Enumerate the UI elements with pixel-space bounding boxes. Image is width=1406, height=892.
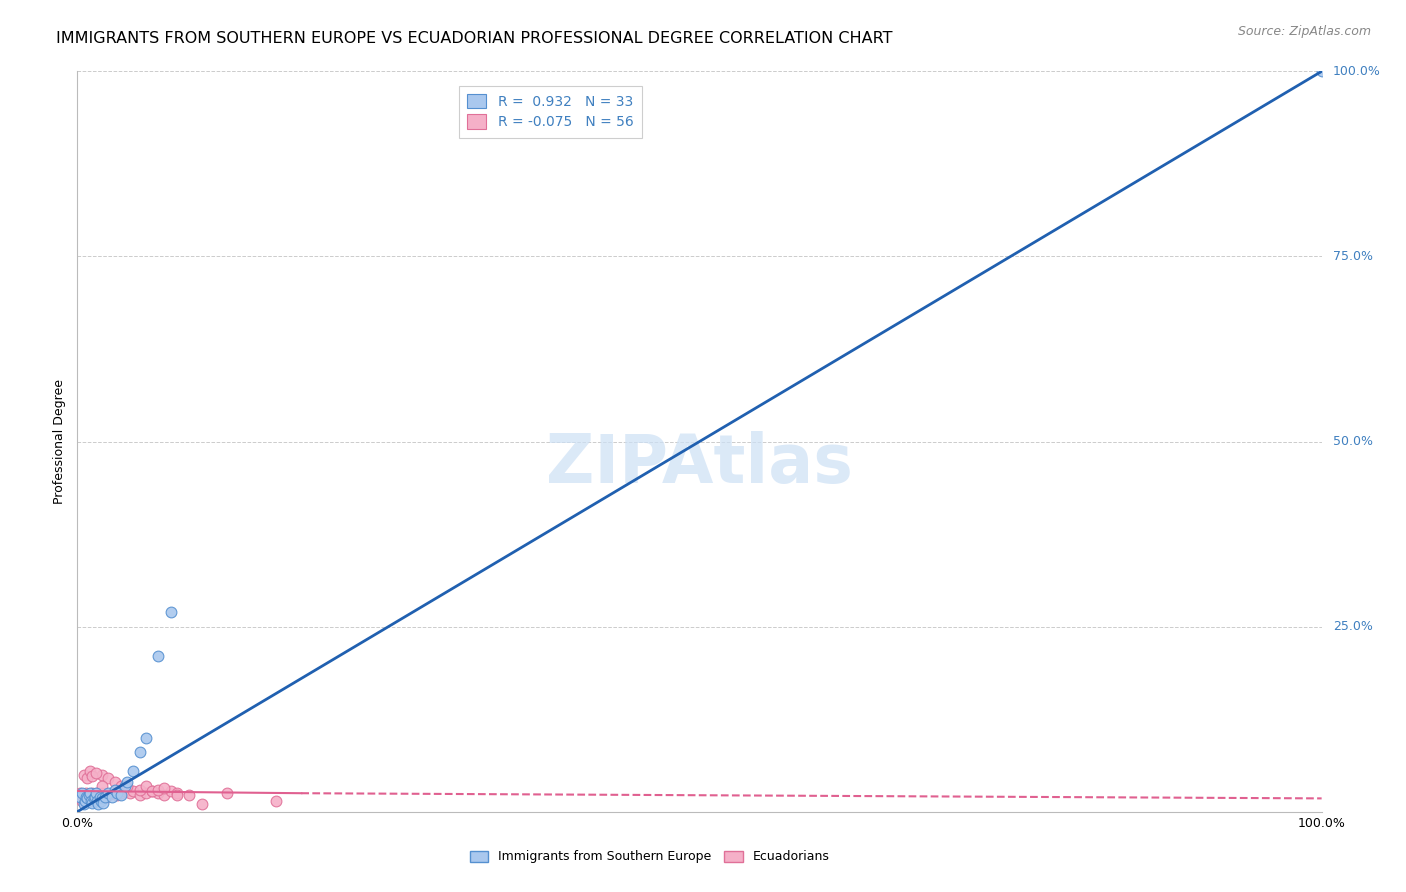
Point (73, 791, 96, 805)
Point (101, 789, 124, 804)
Point (97, 786, 120, 800)
Point (115, 779, 138, 793)
Point (86, 794, 108, 808)
Text: 50.0%: 50.0% (1333, 435, 1372, 448)
Point (135, 779, 157, 793)
Point (110, 779, 132, 793)
Point (69, 789, 91, 804)
Text: Source: ZipAtlas.com: Source: ZipAtlas.com (1237, 25, 1371, 38)
Point (141, 784, 163, 798)
Point (179, 789, 201, 803)
Point (84, 766, 107, 780)
Point (73, 794, 96, 808)
Point (82, 786, 104, 800)
Point (72, 767, 94, 781)
Point (83, 789, 105, 804)
Point (84, 789, 107, 804)
Point (87, 797, 110, 812)
Point (128, 789, 150, 803)
Point (69, 786, 91, 800)
Point (114, 779, 136, 793)
Point (122, 764, 145, 778)
Point (153, 780, 176, 795)
Point (153, 789, 176, 803)
Point (76, 772, 98, 786)
Point (114, 784, 136, 798)
Point (89, 789, 111, 803)
Point (72, 786, 94, 800)
Point (110, 786, 132, 800)
Point (135, 786, 157, 800)
Point (79, 789, 101, 803)
Point (80, 791, 103, 805)
Point (166, 786, 188, 800)
Point (105, 786, 128, 800)
Point (83, 794, 105, 808)
Text: IMMIGRANTS FROM SOUTHERN EUROPE VS ECUADORIAN PROFESSIONAL DEGREE CORRELATION CH: IMMIGRANTS FROM SOUTHERN EUROPE VS ECUAD… (56, 31, 893, 46)
Point (148, 649, 170, 664)
Text: 25.0%: 25.0% (1333, 620, 1372, 633)
Point (91, 786, 114, 800)
Point (266, 794, 288, 808)
Point (67, 789, 90, 804)
Point (87, 791, 110, 805)
Point (93, 791, 115, 805)
Point (77, 789, 100, 803)
Point (77, 794, 100, 808)
Point (128, 782, 150, 797)
Point (72, 789, 94, 803)
Point (141, 784, 163, 798)
Point (76, 789, 98, 804)
Point (215, 786, 238, 800)
Point (91, 779, 114, 793)
Point (93, 796, 115, 810)
Point (122, 784, 145, 798)
Text: ZIPAtlas: ZIPAtlas (546, 431, 853, 497)
Point (70, 791, 93, 805)
Point (72, 797, 94, 812)
Point (84, 786, 107, 800)
Point (75, 786, 97, 800)
Point (93, 789, 115, 804)
Point (1310, 64, 1333, 78)
Point (148, 782, 170, 797)
Point (159, 784, 181, 798)
Point (159, 605, 181, 619)
Point (115, 782, 138, 797)
Legend: Immigrants from Southern Europe, Ecuadorians: Immigrants from Southern Europe, Ecuador… (464, 846, 835, 869)
Text: 100.0%: 100.0% (1333, 65, 1381, 78)
Point (79, 764, 101, 778)
Text: 75.0%: 75.0% (1333, 250, 1372, 263)
Point (83, 791, 105, 805)
Point (89, 789, 111, 804)
Point (97, 772, 120, 786)
Point (80, 794, 103, 808)
Point (148, 786, 170, 800)
Point (91, 791, 114, 805)
Point (166, 789, 188, 803)
Point (101, 786, 124, 800)
Point (110, 789, 132, 803)
Point (128, 746, 150, 760)
Point (86, 786, 108, 800)
Point (104, 782, 127, 797)
Point (90, 794, 112, 808)
Point (118, 786, 141, 800)
Point (115, 775, 138, 789)
Point (76, 791, 98, 805)
Point (82, 796, 104, 810)
Point (104, 784, 127, 798)
Point (97, 789, 120, 803)
Point (105, 789, 128, 803)
Point (91, 767, 114, 781)
Point (135, 731, 157, 745)
Point (75, 789, 97, 804)
Point (104, 775, 127, 789)
Point (82, 769, 104, 783)
Point (79, 786, 101, 800)
Y-axis label: Professional Degree: Professional Degree (52, 379, 66, 504)
Point (72, 794, 94, 808)
Point (191, 797, 214, 812)
